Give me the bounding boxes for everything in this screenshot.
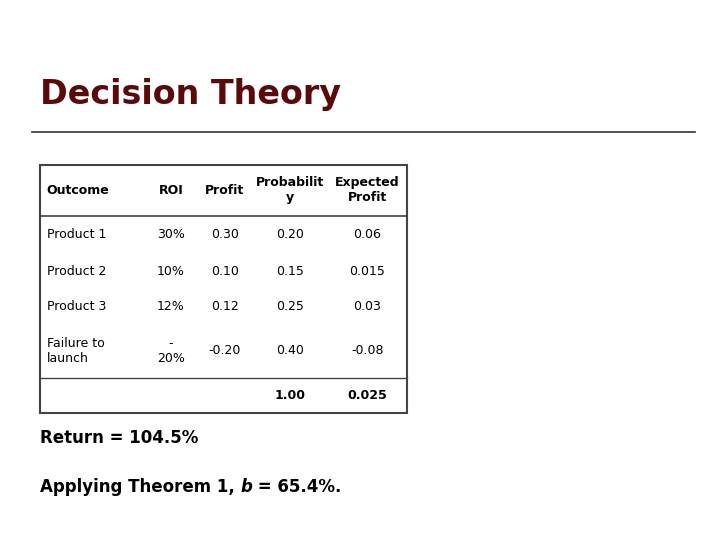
Text: 12%: 12% bbox=[157, 300, 185, 313]
Text: 0.25: 0.25 bbox=[276, 300, 304, 313]
Text: 0.06: 0.06 bbox=[354, 228, 381, 241]
Text: 0.40: 0.40 bbox=[276, 345, 304, 357]
Text: Profit: Profit bbox=[205, 184, 245, 197]
Text: 1.00: 1.00 bbox=[274, 389, 305, 402]
Text: 0.20: 0.20 bbox=[276, 228, 304, 241]
Text: Decision Theory: Decision Theory bbox=[40, 78, 341, 111]
Text: 0.10: 0.10 bbox=[211, 265, 239, 278]
Text: = 65.4%.: = 65.4%. bbox=[252, 478, 341, 496]
Text: 0.015: 0.015 bbox=[349, 265, 385, 278]
Text: Product 2: Product 2 bbox=[47, 265, 106, 278]
Text: Applying Theorem 1,: Applying Theorem 1, bbox=[40, 478, 240, 496]
Text: 0.15: 0.15 bbox=[276, 265, 304, 278]
Text: -
20%: - 20% bbox=[157, 337, 185, 365]
Text: -0.20: -0.20 bbox=[209, 345, 241, 357]
Text: Product 3: Product 3 bbox=[47, 300, 106, 313]
Text: 0.025: 0.025 bbox=[347, 389, 387, 402]
Text: 0.03: 0.03 bbox=[354, 300, 381, 313]
Text: Probabilit
y: Probabilit y bbox=[256, 177, 324, 204]
Text: 0.12: 0.12 bbox=[211, 300, 239, 313]
Text: b: b bbox=[240, 478, 252, 496]
Text: -0.08: -0.08 bbox=[351, 345, 384, 357]
Text: Failure to
launch: Failure to launch bbox=[47, 337, 104, 365]
Text: Outcome: Outcome bbox=[47, 184, 109, 197]
Text: Product 1: Product 1 bbox=[47, 228, 106, 241]
Text: 0.30: 0.30 bbox=[211, 228, 239, 241]
Text: Expected
Profit: Expected Profit bbox=[335, 177, 400, 204]
Text: Return = 104.5%: Return = 104.5% bbox=[40, 429, 198, 447]
Bar bbox=[40, 165, 407, 413]
Text: 30%: 30% bbox=[157, 228, 185, 241]
Text: ROI: ROI bbox=[158, 184, 184, 197]
Text: 10%: 10% bbox=[157, 265, 185, 278]
